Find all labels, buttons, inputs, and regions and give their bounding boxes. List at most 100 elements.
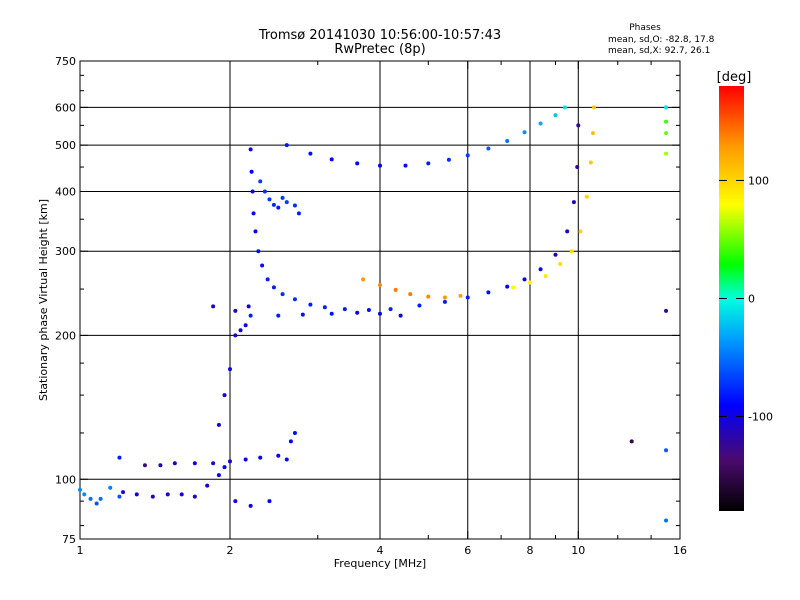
data-point — [522, 277, 527, 282]
data-point — [664, 308, 669, 313]
data-point — [388, 307, 393, 312]
data-point — [538, 121, 543, 126]
data-point — [284, 200, 289, 205]
data-point — [248, 503, 253, 508]
data-point — [276, 313, 281, 318]
data-point — [308, 302, 313, 307]
data-point — [426, 294, 431, 299]
axis-ticks: 1 2 4 6 8 10 16 75 100 200 300 400 500 600 750 — [55, 55, 687, 557]
data-point — [262, 189, 267, 194]
data-point — [248, 313, 253, 318]
data-point — [576, 123, 581, 128]
data-point — [575, 165, 580, 170]
grid-lines — [80, 61, 680, 539]
data-point — [543, 274, 548, 279]
data-point — [329, 157, 334, 162]
data-point — [403, 163, 408, 168]
data-point — [292, 297, 297, 302]
data-point — [222, 393, 227, 398]
data-point — [558, 262, 563, 267]
data-point — [288, 439, 293, 444]
data-point — [211, 304, 216, 309]
data-point — [629, 439, 634, 444]
data-point — [562, 105, 567, 110]
data-point — [134, 492, 139, 497]
data-point — [393, 287, 398, 292]
data-point — [192, 461, 197, 466]
colorbar-tick-label: -100 — [748, 411, 773, 424]
data-point — [88, 496, 93, 501]
x-tick-label: 16 — [673, 544, 687, 557]
data-point — [442, 299, 447, 304]
data-point — [569, 249, 574, 254]
data-point — [117, 494, 122, 499]
colorbar-tick-label: 0 — [748, 293, 755, 306]
data-point — [205, 483, 210, 488]
chart-title-line1: Tromsø 20141030 10:56:00-10:57:43 — [258, 28, 501, 43]
y-tick-label: 200 — [55, 329, 76, 342]
data-point — [150, 494, 155, 499]
data-point — [192, 494, 197, 499]
data-point — [267, 499, 272, 504]
data-point — [233, 499, 238, 504]
data-point — [366, 308, 371, 313]
data-point — [553, 113, 558, 118]
data-point — [265, 277, 270, 282]
data-point — [117, 455, 122, 460]
data-point — [256, 249, 261, 254]
data-point — [211, 461, 216, 466]
y-tick-label: 400 — [55, 185, 76, 198]
data-point — [296, 211, 301, 216]
data-point — [664, 105, 669, 110]
data-points — [78, 105, 669, 523]
data-point — [664, 151, 669, 156]
stats-heading: Phases — [629, 23, 661, 33]
data-point — [528, 280, 532, 285]
data-point — [284, 457, 289, 462]
data-point — [465, 295, 470, 300]
y-axis-label: Stationary phase Virtual Height [km] — [37, 199, 50, 401]
data-point — [276, 205, 281, 210]
x-tick-label: 10 — [571, 544, 585, 557]
data-point — [292, 430, 297, 435]
data-point — [664, 448, 669, 453]
x-tick-label: 6 — [464, 544, 471, 557]
y-tick-label: 500 — [55, 139, 76, 152]
data-point — [249, 169, 254, 174]
data-point — [355, 310, 360, 315]
data-point — [417, 303, 422, 308]
data-point — [271, 285, 276, 290]
data-point — [216, 422, 221, 427]
data-point — [280, 195, 285, 200]
data-point — [78, 487, 82, 492]
data-point — [238, 328, 243, 333]
data-point — [505, 139, 510, 144]
data-point — [233, 333, 238, 338]
data-point — [300, 312, 305, 317]
data-point — [553, 252, 558, 257]
data-point — [664, 131, 669, 136]
data-point — [590, 131, 595, 136]
y-tick-label: 600 — [55, 101, 76, 114]
data-point — [664, 518, 669, 523]
data-point — [329, 311, 334, 316]
data-point — [216, 473, 221, 478]
y-tick-label: 100 — [55, 473, 76, 486]
x-tick-label: 4 — [377, 544, 384, 557]
data-point — [522, 130, 527, 135]
chart-title-line2: RwPretec (8p) — [334, 42, 425, 57]
data-point — [284, 143, 289, 148]
data-point — [280, 292, 285, 297]
data-point — [584, 194, 589, 199]
data-point — [243, 457, 248, 462]
data-point — [378, 163, 382, 168]
data-point — [486, 146, 491, 151]
y-tick-label: 750 — [55, 55, 76, 68]
data-point — [565, 229, 570, 234]
data-point — [267, 197, 272, 202]
data-point — [98, 496, 103, 501]
data-point — [108, 485, 113, 490]
data-point — [511, 285, 516, 290]
data-point — [571, 200, 576, 205]
data-point — [426, 161, 431, 166]
